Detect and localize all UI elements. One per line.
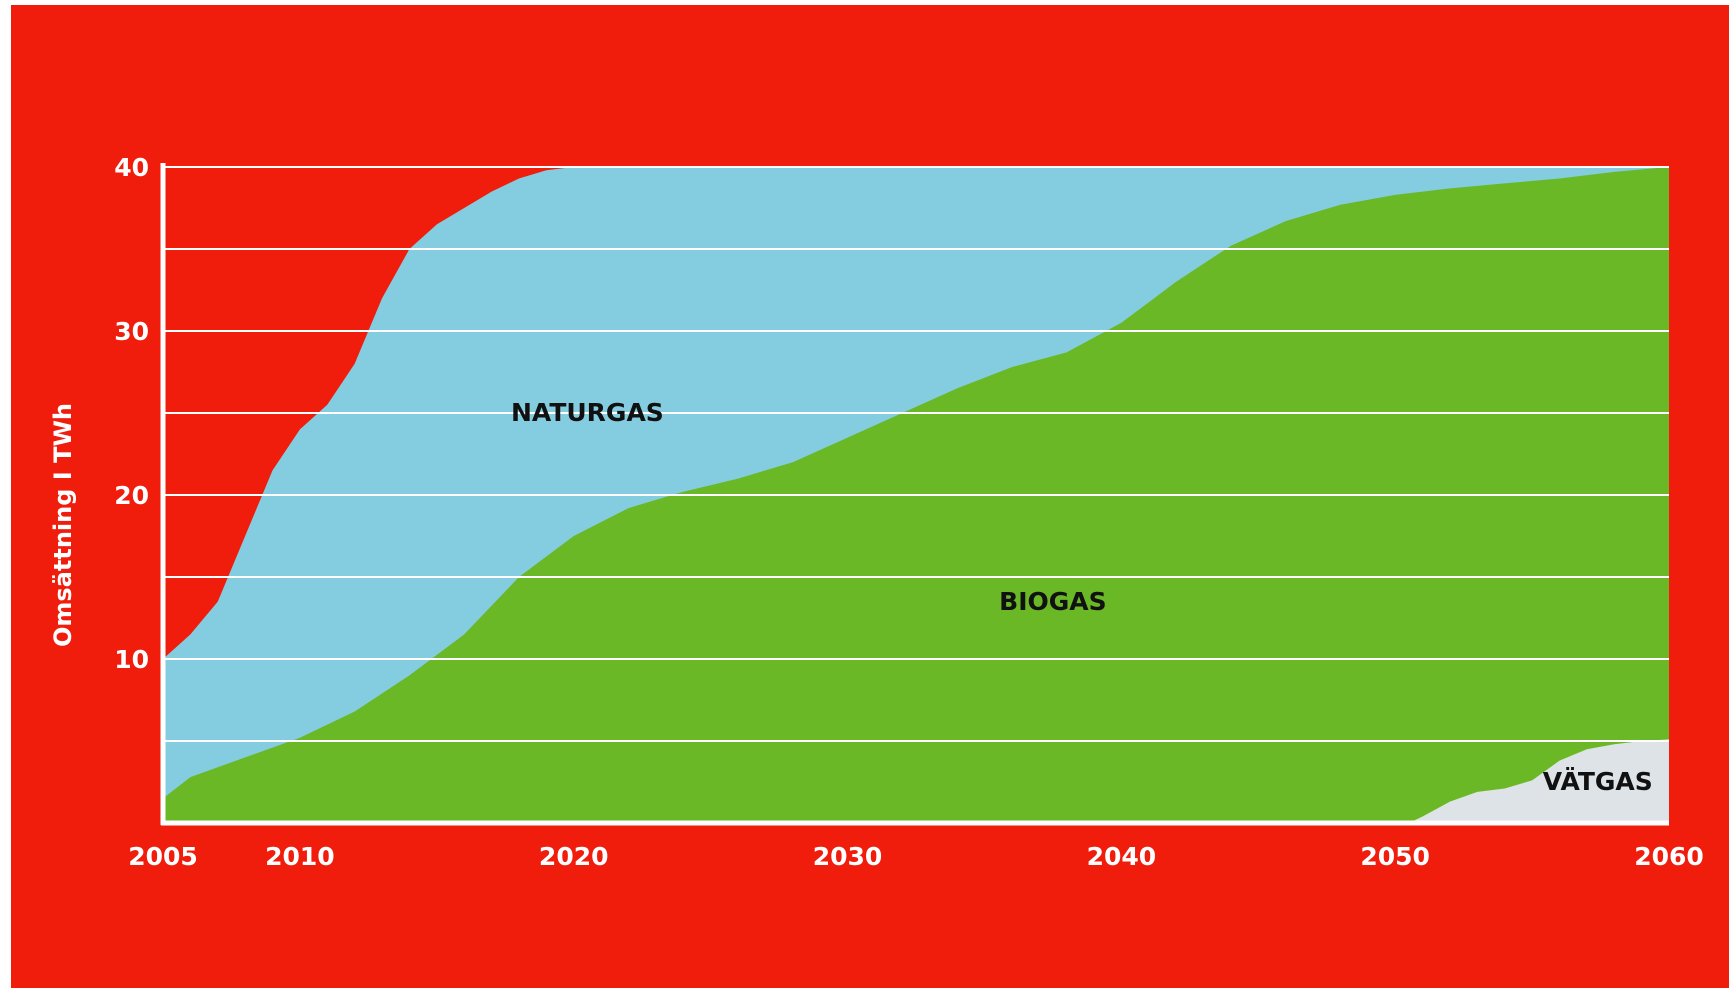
x-tick-label: 2060 [1634, 842, 1704, 871]
y-tick-label: 10 [114, 645, 149, 674]
x-tick-label: 2030 [813, 842, 883, 871]
y-tick-label: 30 [114, 317, 149, 346]
series-labels: VÄTGAS BIOGAS NATURGAS [511, 398, 1653, 796]
x-tick-label: 2040 [1087, 842, 1157, 871]
x-tick-label: 2005 [128, 842, 198, 871]
gridlines [163, 166, 1669, 742]
x-tick-label: 2050 [1360, 842, 1430, 871]
series-label-vätgas: VÄTGAS [1543, 766, 1653, 796]
y-tick-label: 40 [114, 153, 149, 182]
area-vätgas [163, 739, 1669, 823]
series-label-biogas: BIOGAS [999, 587, 1106, 616]
axes [160, 163, 1669, 826]
chart-panel: 2005 2010 2020 2030 2040 2050 2060 10 20 30 40 VÄ… [11, 5, 1729, 988]
y-axis-label: Omsättning I TWh [49, 403, 77, 647]
x-tick-label: 2010 [265, 842, 335, 871]
series-label-naturgas: NATURGAS [511, 398, 664, 427]
x-tick-label: 2020 [539, 842, 609, 871]
y-tick-label: 20 [114, 481, 149, 510]
y-tick-labels: 10 20 30 40 [114, 153, 149, 674]
x-tick-labels: 2005 2010 2020 2030 2040 2050 2060 [128, 842, 1704, 871]
